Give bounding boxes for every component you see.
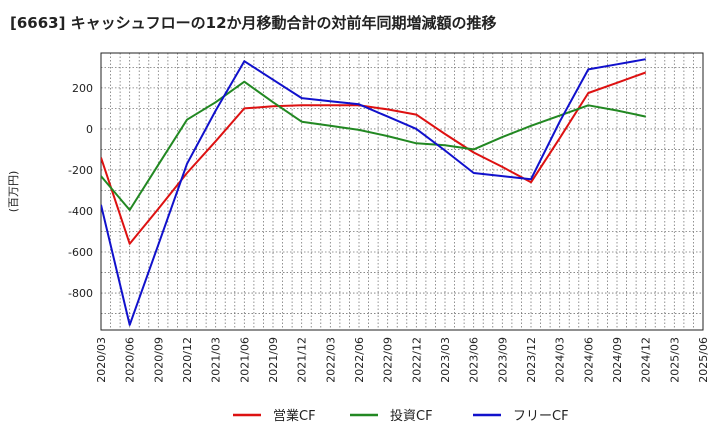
chart-title: [6663] キャッシュフローの12か月移動合計の対前年同期増減額の推移 <box>10 14 497 32</box>
y-axis-label: (百万円) <box>7 171 20 213</box>
y-tick-label: -400 <box>68 205 93 218</box>
y-tick-label: -600 <box>68 246 93 259</box>
x-tick-label: 2023/06 <box>468 337 481 383</box>
x-tick-label: 2025/03 <box>668 337 681 383</box>
x-tick-label: 2021/09 <box>267 337 280 383</box>
x-tick-label: 2025/06 <box>697 337 710 383</box>
series-line-3 <box>101 58 646 326</box>
x-tick-label: 2024/12 <box>640 337 653 383</box>
x-tick-label: 2022/12 <box>410 337 423 383</box>
y-tick-label: 200 <box>72 82 93 95</box>
series-line-2 <box>101 80 646 211</box>
x-tick-label: 2020/03 <box>95 337 108 383</box>
plot-frame <box>100 52 704 331</box>
series-line-1 <box>101 71 647 245</box>
x-tick-label: 2023/03 <box>439 337 452 383</box>
legend-label-1: 営業CF <box>273 408 316 424</box>
x-tick-label: 2020/09 <box>152 337 165 383</box>
x-tick-label: 2022/03 <box>324 337 337 383</box>
x-tick-label: 2021/06 <box>238 337 251 383</box>
legend-label-3: フリーCF <box>513 409 569 424</box>
y-tick-label: -800 <box>68 287 93 300</box>
x-tick-label: 2024/03 <box>554 337 567 383</box>
x-tick-label: 2021/03 <box>210 337 223 383</box>
y-tick-label: -200 <box>68 164 93 177</box>
grid-layer <box>101 53 703 330</box>
label-layer: -800 -600 -400 -200 0 200 (百万円) 2020/03 2020/06 2… <box>7 82 710 383</box>
x-tick-label: 2024/09 <box>611 337 624 383</box>
series-layer <box>101 58 647 326</box>
x-tick-label: 2020/12 <box>181 337 194 383</box>
x-tick-label: 2023/09 <box>496 337 509 383</box>
legend: 営業CF 投資CF フリーCF <box>233 408 569 424</box>
y-tick-label: 0 <box>86 123 93 136</box>
x-tick-label: 2020/06 <box>124 337 137 383</box>
legend-label-2: 投資CF <box>390 408 433 424</box>
x-tick-label: 2023/12 <box>525 337 538 383</box>
x-tick-label: 2022/09 <box>382 337 395 383</box>
axis-layer <box>100 52 704 331</box>
x-tick-label: 2022/06 <box>353 337 366 383</box>
x-tick-label: 2021/12 <box>296 337 309 383</box>
x-tick-label: 2024/06 <box>582 337 595 383</box>
